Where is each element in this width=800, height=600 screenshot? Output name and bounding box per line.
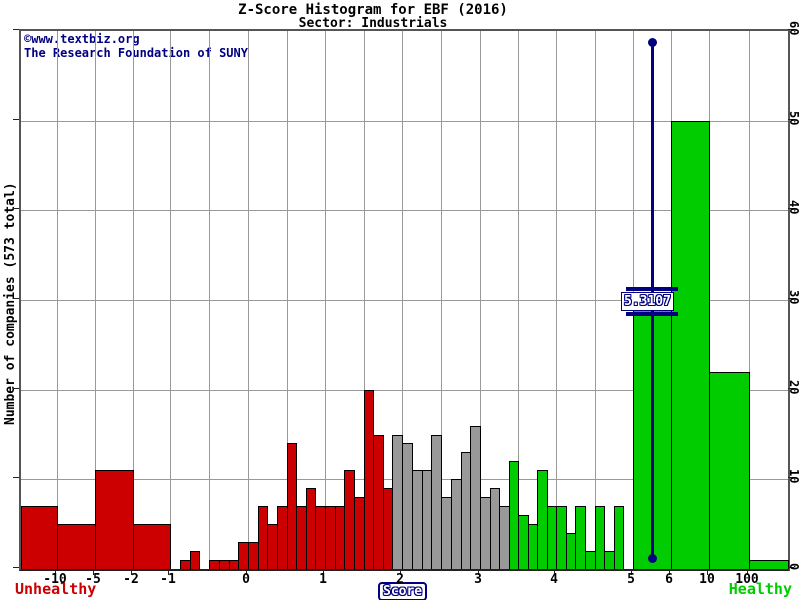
y-tick-label: 20 (787, 380, 800, 395)
watermark: ©www.textbiz.org The Research Foundation… (24, 32, 248, 60)
x-tick-label: -10 (43, 572, 67, 587)
marker-value-label: 5.3107 (621, 292, 674, 311)
x-tick-label: 6 (665, 572, 673, 587)
x-tick-label: -1 (160, 572, 176, 587)
x-tick (631, 569, 632, 575)
y-tick-label: 10 (787, 469, 800, 484)
x-tick-label: 100 (735, 572, 759, 587)
histogram-bar (749, 560, 789, 569)
histogram-bar (21, 506, 58, 569)
y-tick-label: 60 (787, 21, 800, 36)
y-tick-left (13, 119, 19, 120)
y-tick-left (13, 298, 19, 299)
healthy-label: Healthy (728, 580, 792, 598)
y-tick-right (788, 298, 794, 299)
watermark-line1: ©www.textbiz.org (24, 32, 140, 46)
x-tick (400, 569, 401, 575)
x-tick (478, 569, 479, 575)
y-tick-left (13, 477, 19, 478)
y-tick-label: 50 (787, 111, 800, 126)
x-tick-label: -5 (85, 572, 101, 587)
histogram-bar (709, 372, 750, 569)
marker-crossbar-lower (626, 312, 678, 316)
y-gridline (21, 121, 788, 122)
histogram-bar (575, 506, 586, 569)
x-tick (93, 569, 94, 575)
y-tick-left (13, 388, 19, 389)
y-gridline (21, 210, 788, 211)
y-tick-label: 40 (787, 200, 800, 215)
plot-area: ©www.textbiz.org The Research Foundation… (19, 29, 790, 571)
x-tick-label: 4 (550, 572, 558, 587)
x-tick (246, 569, 247, 575)
chart-title: Z-Score Histogram for EBF (2016) (238, 2, 508, 18)
marker-dot-top (648, 38, 657, 47)
y-tick-label: 0 (787, 563, 800, 571)
histogram-bar (595, 506, 605, 569)
y-gridline (21, 390, 788, 391)
y-tick-left (13, 208, 19, 209)
y-tick-right (788, 567, 794, 568)
y-tick-right (788, 29, 794, 30)
histogram-bar (57, 524, 96, 569)
y-tick-right (788, 119, 794, 120)
marker-dot-bottom (648, 554, 657, 563)
marker-crossbar-upper (626, 287, 678, 291)
y-tick-left (13, 567, 19, 568)
x-tick-label: 5 (627, 572, 635, 587)
unhealthy-label: Unhealthy (15, 580, 97, 598)
y-tick-label: 30 (787, 290, 800, 305)
x-axis-label: Score (378, 582, 428, 600)
watermark-line2: The Research Foundation of SUNY (24, 46, 248, 60)
y-tick-right (788, 208, 794, 209)
histogram-bar (133, 524, 171, 569)
x-tick-label: 1 (319, 572, 327, 587)
x-tick (55, 569, 56, 575)
x-tick-label: -2 (123, 572, 139, 587)
x-tick (323, 569, 324, 575)
y-tick-right (788, 477, 794, 478)
x-tick (168, 569, 169, 575)
histogram-bar (190, 551, 200, 569)
histogram-bar (95, 470, 134, 569)
x-tick (554, 569, 555, 575)
histogram-bar (614, 506, 624, 569)
y-gridline (21, 300, 788, 301)
x-tick (747, 569, 748, 575)
y-tick-right (788, 388, 794, 389)
x-tick-label: 2 (396, 572, 404, 587)
x-tick-label: 10 (699, 572, 715, 587)
x-tick (669, 569, 670, 575)
x-tick (131, 569, 132, 575)
x-tick (707, 569, 708, 575)
x-tick-label: 3 (474, 572, 482, 587)
histogram-bar (671, 121, 710, 569)
chart-subtitle: Sector: Industrials (298, 16, 448, 31)
x-tick-label: 0 (242, 572, 250, 587)
y-tick-left (13, 29, 19, 30)
